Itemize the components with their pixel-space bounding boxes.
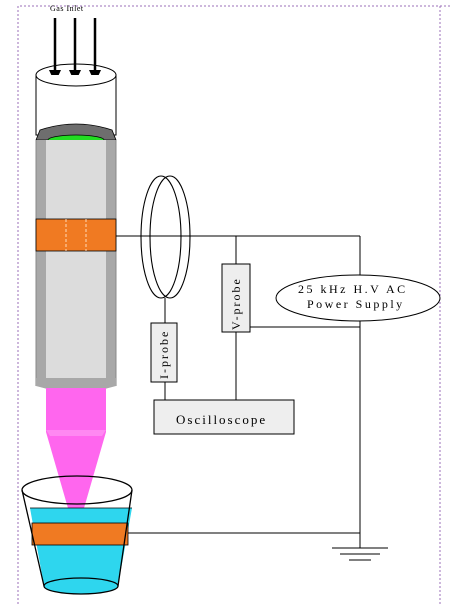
circuit-wires xyxy=(116,235,361,548)
power-supply-label-line2: Power Supply xyxy=(307,297,405,311)
plasma-jet xyxy=(46,388,106,522)
i-probe-label: I-probe xyxy=(157,330,171,379)
ground-electrode xyxy=(31,522,129,546)
ring-electrode xyxy=(35,218,117,252)
diagram-border xyxy=(17,5,451,604)
ground-symbol xyxy=(332,547,388,561)
power-supply-label-line1: 25 kHz H.V AC xyxy=(298,282,408,296)
gas-inlet-label: Gas Inlet xyxy=(50,4,84,13)
v-probe: V-probe xyxy=(221,263,251,333)
liquid-beaker xyxy=(21,475,133,595)
v-probe-label: V-probe xyxy=(229,277,243,330)
oscilloscope-label: Oscilloscope xyxy=(176,412,267,427)
i-probe: I-probe xyxy=(150,322,178,383)
gas-flow-arrows xyxy=(49,18,101,83)
power-supply: 25 kHz H.V AC Power Supply xyxy=(275,274,441,322)
quartz-tube xyxy=(35,140,117,386)
current-coil xyxy=(140,175,191,299)
oscilloscope: Oscilloscope xyxy=(153,399,295,435)
